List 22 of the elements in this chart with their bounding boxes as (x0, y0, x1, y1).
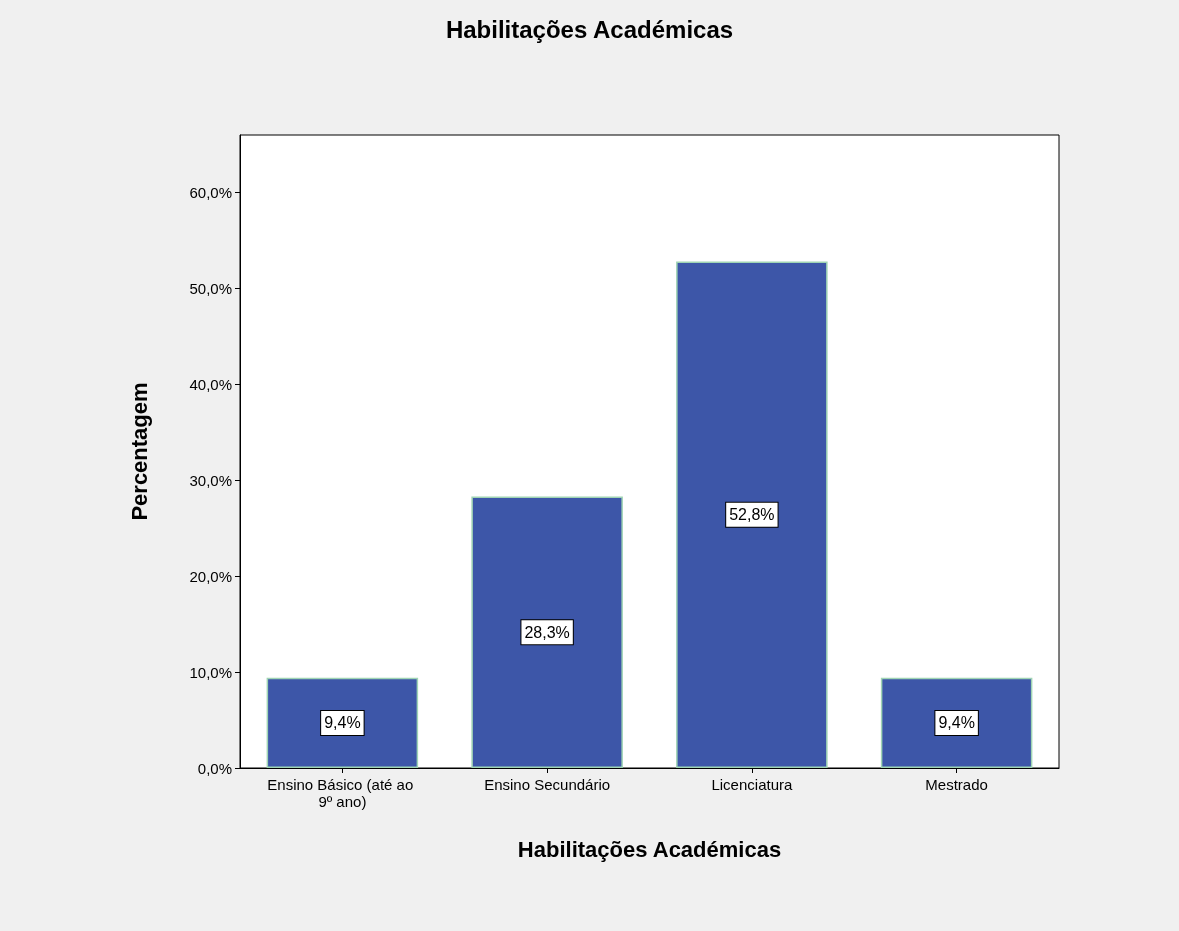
x-tick-label: Ensino Básico (até ao 9º ano) (267, 776, 418, 810)
y-tick-label: 10,0% (189, 663, 232, 681)
y-tick-label: 30,0% (189, 471, 232, 489)
bar (471, 496, 623, 768)
x-tick-label: Licenciatura (711, 776, 793, 793)
data-label: 28,3% (524, 623, 570, 641)
bar (880, 677, 1033, 768)
x-tick-label: Mestrado (925, 776, 988, 793)
text: Habilitações Académicas (517, 836, 782, 862)
y-tick-label: 20,0% (189, 567, 232, 585)
y-tick-label: 60,0% (189, 184, 232, 202)
data-label: 52,8% (729, 506, 775, 524)
bar (676, 261, 828, 768)
x-tick-label: Ensino Secundário (484, 776, 611, 793)
y-tick-label: 40,0% (189, 375, 232, 393)
bar (266, 677, 419, 768)
y-axis-title: Percentagem (126, 382, 152, 521)
x-axis-title: Habilitações Académicas (445, 15, 734, 43)
data-label: 9,4% (938, 714, 975, 732)
y-tick-label: 0,0% (197, 759, 232, 777)
y-tick-label: 50,0% (189, 279, 232, 297)
data-label: 9,4% (324, 714, 361, 732)
